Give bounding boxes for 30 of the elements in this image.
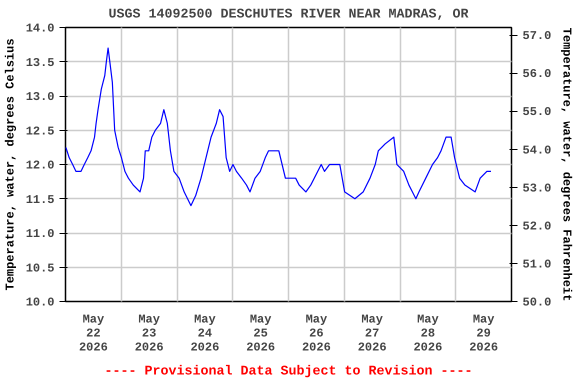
y-tick-label: 10.0: [26, 296, 55, 310]
x-tick-label: May 25 2026: [246, 312, 276, 354]
x-tick-label: May 23 2026: [134, 312, 164, 354]
x-tick-label: May 29 2026: [469, 312, 498, 354]
x-tick-label: May 27 2026: [358, 312, 387, 354]
y2-tick-label: 50.0: [522, 296, 552, 310]
y-tick-label: 11.0: [26, 227, 55, 241]
y2-tick-label: 53.0: [522, 181, 552, 196]
chart-title: USGS 14092500 DESCHUTES RIVER NEAR MADRAS, OR: [108, 8, 468, 22]
x-tick-label: May 24 2026: [190, 312, 220, 354]
y-tick-label: 12.0: [26, 158, 55, 172]
y-tick-label: 12.5: [26, 124, 55, 138]
y-tick-label: 10.5: [26, 261, 55, 276]
y-axis-title: Temperature, water, degrees Celsius: [4, 38, 18, 291]
y-tick-label: 13.5: [26, 56, 55, 70]
y2-tick-label: 57.0: [522, 29, 552, 44]
y2-axis-title: Temperature, water, degrees Fahrenheit: [559, 28, 574, 302]
line-series: [66, 47, 492, 206]
y-tick-label: 11.5: [26, 192, 55, 207]
y2-tick-label: 56.0: [522, 67, 552, 82]
text: ---- Provisional Data Subject to Revision ----: [104, 364, 472, 380]
y2-tick-label: 55.0: [522, 105, 552, 120]
x-tick-label: May 28 2026: [413, 312, 442, 354]
x-tick-label: May 26 2026: [302, 312, 331, 354]
y2-tick-label: 51.0: [522, 257, 552, 272]
y2-tick-label: 54.0: [522, 143, 552, 158]
y-tick-label: 13.0: [26, 90, 55, 104]
x-tick-label: May 22 2026: [78, 312, 108, 354]
y-tick-label: 14.0: [26, 22, 55, 36]
y2-tick-label: 52.0: [522, 219, 552, 234]
